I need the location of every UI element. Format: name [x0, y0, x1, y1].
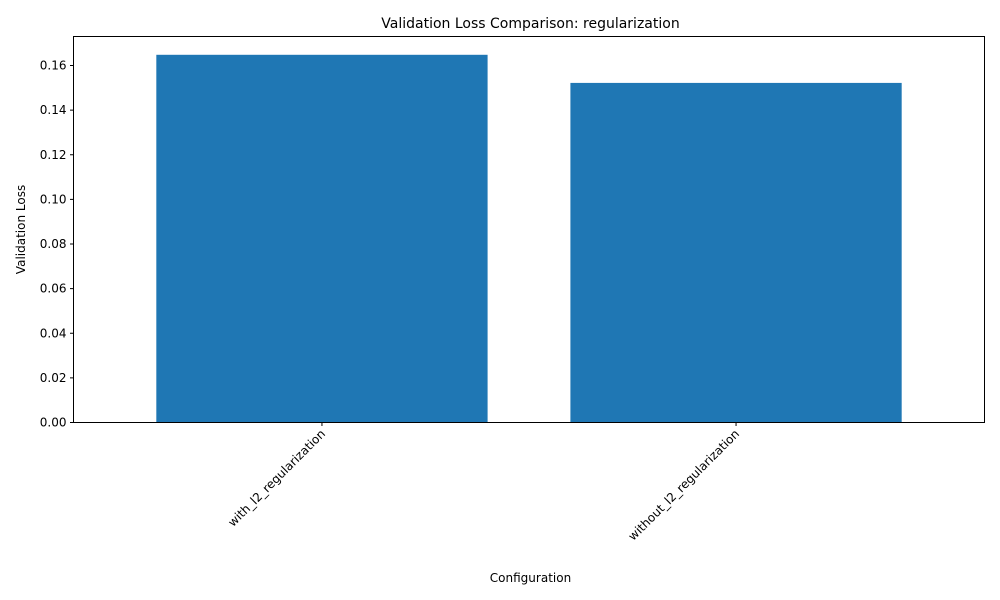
x-axis: with_l2_regularization without_l2_regular…: [225, 422, 743, 544]
y-tick-label: 0.12: [40, 148, 67, 162]
y-tick-label: 0.10: [40, 192, 67, 206]
y-tick-label: 0.00: [40, 416, 67, 430]
y-tick-label: 0.08: [40, 237, 67, 251]
x-axis-label: Configuration: [490, 571, 571, 585]
y-tick-label: 0.14: [40, 103, 67, 117]
bar-with-l2-regularization: [156, 54, 488, 423]
y-axis: 0.00 0.02 0.04 0.06 0.08 0.10 0.12 0.14 0.16: [40, 59, 74, 430]
chart-title: Validation Loss Comparison: regularizati…: [381, 16, 679, 32]
y-tick-label: 0.06: [40, 282, 67, 296]
y-tick-label: 0.02: [40, 371, 67, 385]
x-tick-label: without_l2_regularization: [626, 427, 743, 544]
bars-layer: [156, 54, 902, 423]
y-tick-label: 0.16: [40, 59, 67, 73]
bar-without-l2-regularization: [570, 82, 902, 423]
y-tick-label: 0.04: [40, 326, 67, 340]
x-tick-label: with_l2_regularization: [225, 427, 328, 530]
plot-frame: [73, 36, 985, 423]
y-axis-label: Validation Loss: [14, 185, 28, 274]
